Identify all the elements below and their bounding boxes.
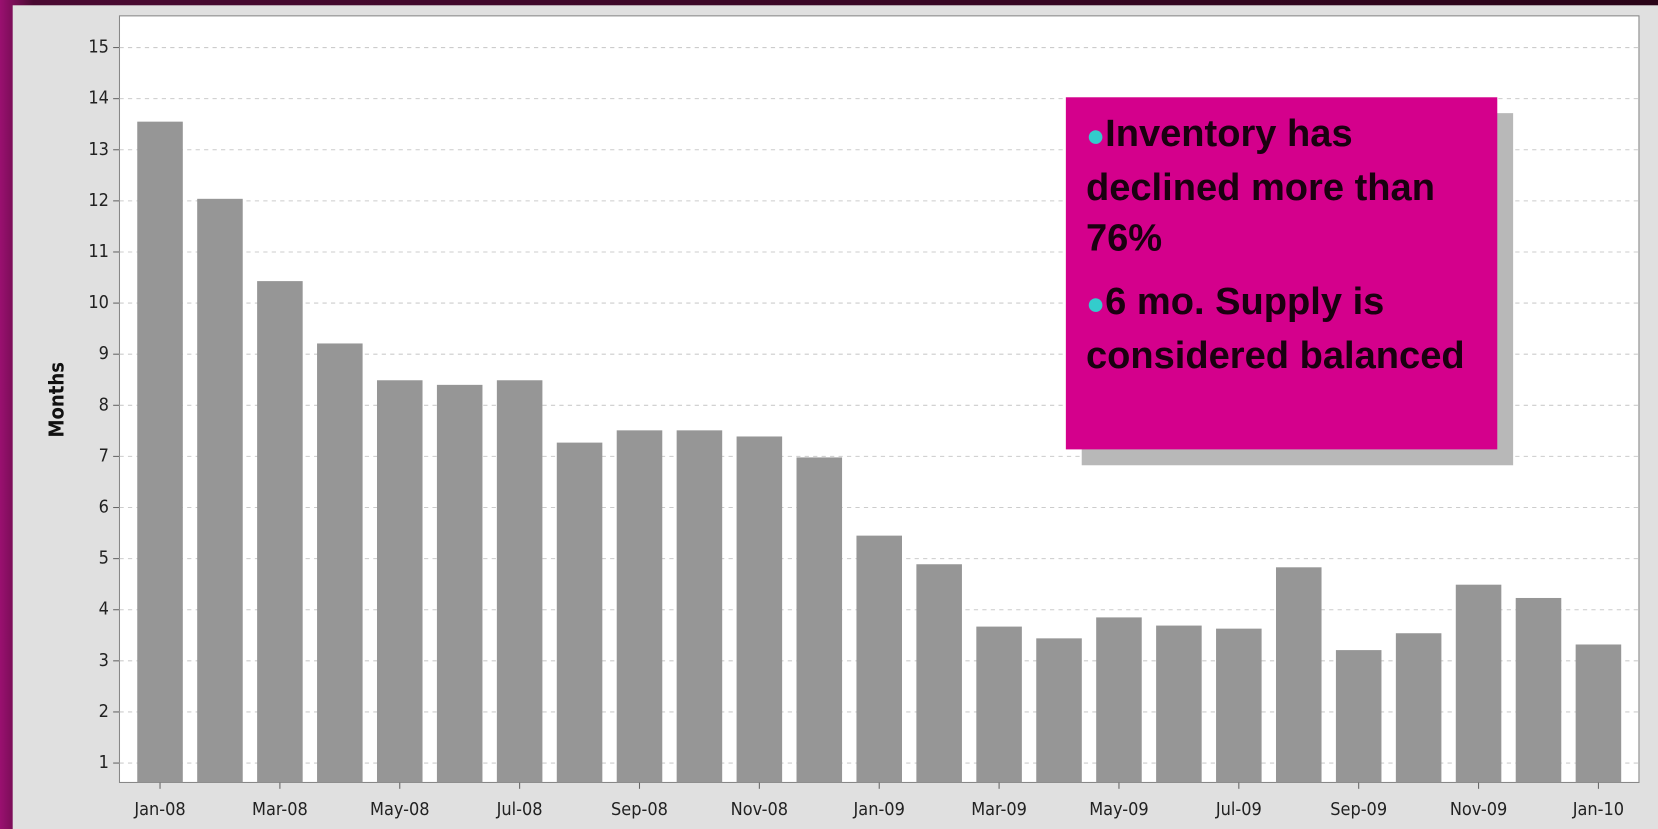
y-tick-label: 4 <box>99 599 109 620</box>
bar <box>1096 617 1142 783</box>
bar <box>1395 633 1442 783</box>
y-axis-label: Months <box>45 362 69 438</box>
bar <box>736 436 783 783</box>
bar <box>1335 650 1382 783</box>
x-tick-label: Jul-08 <box>496 799 543 820</box>
y-tick-label: 5 <box>99 548 109 569</box>
bar <box>257 281 303 783</box>
y-tick-label: 10 <box>88 292 109 313</box>
bar <box>1515 597 1562 783</box>
annotation: 6 mo. Supply is considered balanced <box>1086 276 1493 381</box>
bar <box>916 564 962 783</box>
y-tick-label: 15 <box>88 37 109 58</box>
x-tick-label: Nov-09 <box>1450 799 1507 820</box>
x-tick-label: Sep-09 <box>1330 799 1387 820</box>
bar <box>197 198 243 783</box>
bar <box>976 626 1022 783</box>
y-tick-label: 14 <box>88 88 109 109</box>
y-tick-label: 2 <box>99 701 109 722</box>
bar <box>616 430 663 783</box>
bar <box>796 457 843 783</box>
bar <box>556 442 603 783</box>
y-tick-label: 12 <box>88 190 109 211</box>
bar <box>1156 625 1202 783</box>
annotation: Inventory has declined more than 76% <box>1086 108 1493 263</box>
bar <box>676 430 723 783</box>
y-tick-label: 11 <box>88 241 109 262</box>
x-tick-label: Mar-09 <box>971 799 1027 820</box>
bar <box>856 535 903 783</box>
bar <box>317 343 363 783</box>
x-tick-label: May-08 <box>370 799 430 820</box>
y-tick-label: 8 <box>99 394 109 415</box>
y-tick-label: 9 <box>99 343 109 364</box>
x-tick-label: Jan-10 <box>1572 799 1624 820</box>
y-tick-label: 13 <box>88 139 109 160</box>
y-tick-label: 1 <box>99 752 109 773</box>
x-tick-label: Jul-09 <box>1215 799 1262 820</box>
y-tick-label: 7 <box>99 445 109 466</box>
bar <box>1455 584 1502 783</box>
bar <box>1575 644 1622 783</box>
x-tick-label: Nov-08 <box>731 799 788 820</box>
x-tick-label: May-09 <box>1089 799 1149 820</box>
bar <box>1036 638 1082 783</box>
bar <box>137 121 183 783</box>
bar <box>1216 628 1262 783</box>
note-wrap: Inventory has declined more than 76% 6 mo… <box>1086 108 1493 446</box>
y-tick-label: 3 <box>99 650 109 671</box>
note: Inventory has declined more than 76% 6 mo… <box>1086 108 1493 381</box>
bar <box>436 384 483 783</box>
bar <box>376 380 423 783</box>
y-tick-label: 6 <box>99 497 109 518</box>
x-tick-label: Sep-08 <box>611 799 668 820</box>
bar <box>1275 567 1322 783</box>
x-tick-label: Jan-08 <box>133 799 185 820</box>
x-tick-label: Mar-08 <box>252 799 308 820</box>
x-tick-label: Jan-09 <box>853 799 905 820</box>
bar <box>496 380 543 783</box>
